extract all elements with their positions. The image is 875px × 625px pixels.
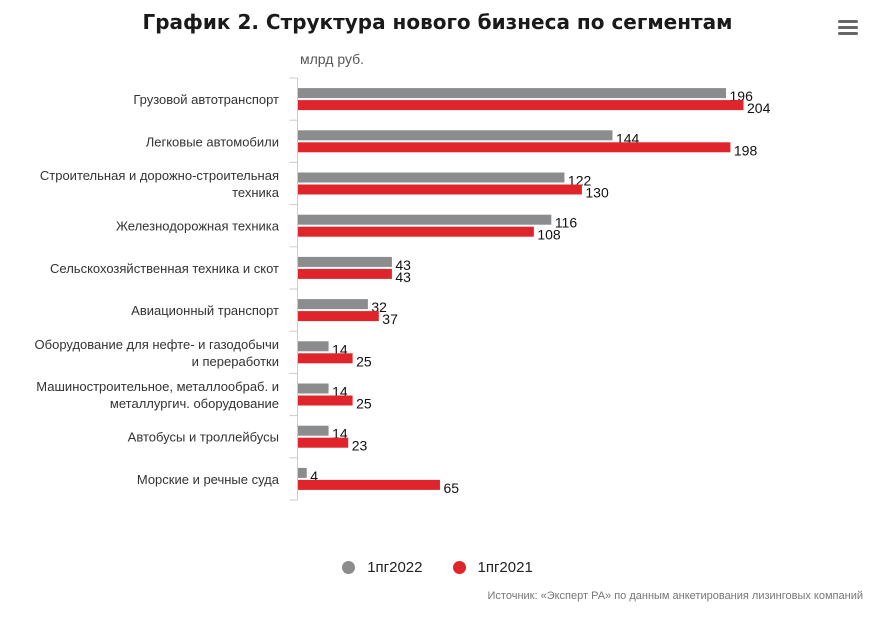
legend-item-2022[interactable]: 1пг2022	[342, 559, 423, 576]
legend-dot-2021	[452, 561, 466, 574]
legend: 1пг2022 1пг2021	[0, 559, 875, 576]
unit-label: млрд руб.	[300, 51, 365, 67]
category-label: техника	[232, 185, 280, 200]
category-label: Автобусы и троллейбусы	[128, 430, 279, 445]
category-label: Легковые автомобили	[146, 134, 279, 149]
data-label-1пг2021: 23	[352, 438, 368, 454]
bar-1пг2022	[298, 88, 727, 99]
data-label-1пг2021: 25	[356, 353, 372, 369]
data-label-1пг2021: 198	[734, 142, 758, 158]
legend-label-2021: 1пг2021	[477, 559, 533, 576]
bar-1пг2021	[298, 395, 353, 406]
data-label-1пг2021: 37	[382, 311, 398, 327]
bar-1пг2021	[298, 226, 534, 237]
bar-1пг2022	[298, 299, 368, 310]
data-label-1пг2021: 204	[747, 100, 771, 116]
legend-dot-2022	[342, 561, 356, 574]
data-label-1пг2022: 4	[310, 468, 318, 484]
category-label: Грузовой автотранспорт	[133, 92, 279, 107]
category-label: Машиностроительное, металлообраб. и	[36, 379, 279, 394]
bar-1пг2022	[298, 172, 565, 183]
bar-1пг2022	[298, 341, 329, 352]
data-label-1пг2021: 65	[443, 480, 459, 496]
data-label-1пг2021: 25	[356, 396, 372, 412]
bar-1пг2022	[298, 130, 613, 141]
bar-1пг2022	[298, 214, 552, 225]
data-label-1пг2022: 116	[555, 215, 578, 231]
category-label: и переработки	[192, 354, 279, 369]
category-label: Строительная и дорожно-строительная	[40, 168, 279, 183]
bar-1пг2021	[298, 479, 440, 490]
menu-line	[838, 26, 858, 29]
bar-1пг2022	[298, 256, 392, 267]
legend-item-2021[interactable]: 1пг2021	[452, 559, 533, 576]
category-label: Оборудование для нефте- и газодобычи	[35, 337, 279, 352]
bar-1пг2022	[298, 383, 329, 394]
category-label: Морские и речные суда	[137, 472, 280, 487]
bar-1пг2021	[298, 100, 744, 111]
legend-label-2022: 1пг2022	[367, 559, 423, 576]
data-label-1пг2022: 43	[395, 257, 411, 273]
bar-1пг2022	[298, 467, 307, 478]
category-label: Железнодорожная техника	[116, 219, 280, 234]
bar-1пг2022	[298, 425, 329, 436]
menu-line	[838, 32, 858, 35]
source-note: Источник: «Эксперт РА» по данным анкетир…	[487, 590, 863, 602]
category-label: Авиационный транспорт	[131, 303, 279, 318]
data-label-1пг2021: 43	[395, 269, 411, 285]
bar-1пг2021	[298, 353, 353, 364]
bar-1пг2021	[298, 311, 379, 322]
data-label-1пг2021: 130	[585, 185, 609, 201]
category-label: металлургич. оборудование	[110, 396, 279, 411]
bar-1пг2021	[298, 184, 582, 195]
bar-1пг2021	[298, 268, 392, 279]
bar-1пг2021	[298, 142, 731, 153]
data-label-1пг2021: 108	[537, 227, 561, 243]
hamburger-menu-icon[interactable]	[836, 18, 860, 38]
category-label: Сельскохозяйственная техника и скот	[50, 261, 279, 276]
bar-1пг2021	[298, 437, 349, 448]
menu-line	[838, 20, 858, 23]
chart-title: График 2. Структура нового бизнеса по се…	[142, 10, 733, 34]
